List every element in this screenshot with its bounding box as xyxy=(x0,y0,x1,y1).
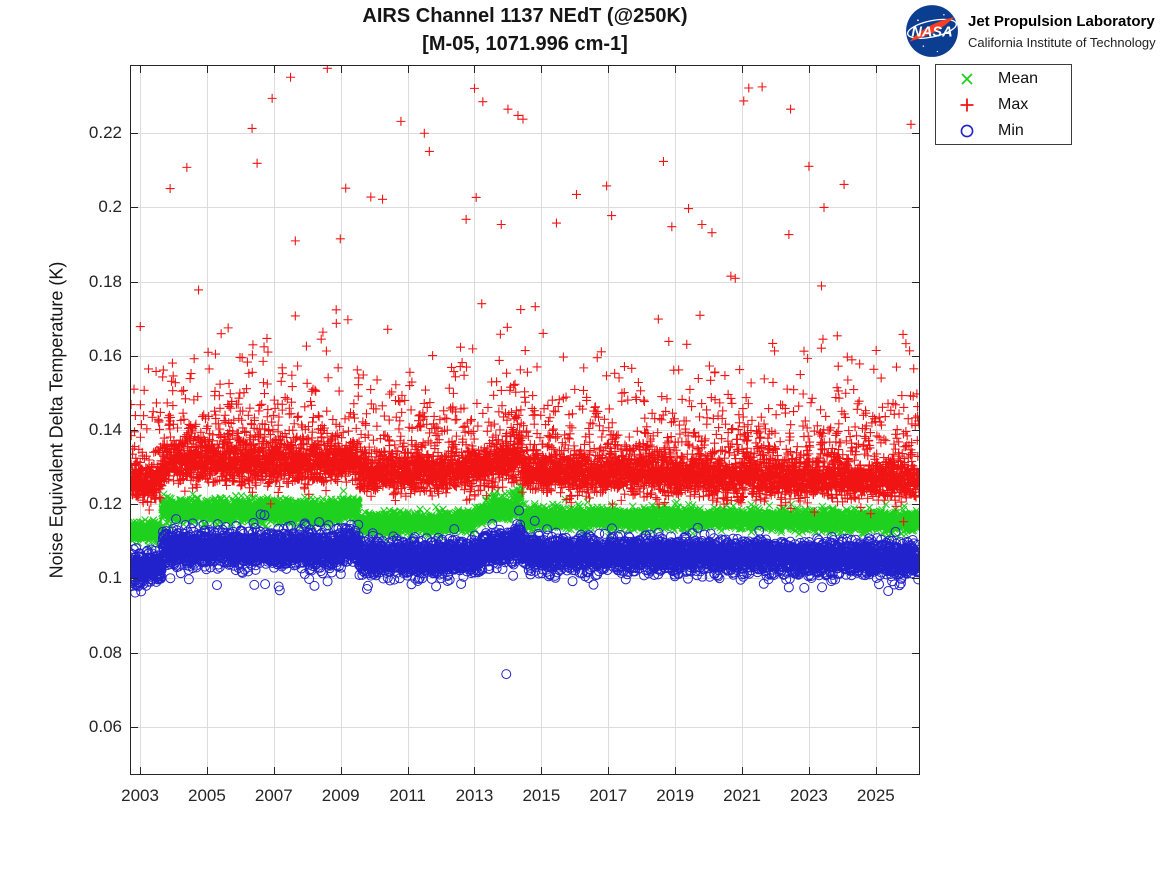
x-tick-label: 2003 xyxy=(121,786,159,805)
x-tick-label: 2013 xyxy=(455,786,494,805)
logo-org-subtitle: California Institute of Technology xyxy=(968,35,1156,50)
x-tick-label: 2005 xyxy=(188,786,226,805)
legend-label-min: Min xyxy=(998,121,1024,139)
y-tick-label: 0.08 xyxy=(88,642,122,662)
legend-plus-marker-icon xyxy=(960,98,974,111)
x-tick-label: 2011 xyxy=(389,786,426,805)
y-tick-label: 0.1 xyxy=(98,568,122,588)
y-tick-label: 0.22 xyxy=(88,123,122,143)
x-tick-label: 2019 xyxy=(656,786,695,805)
chart-title-line2: [M-05, 1071.996 cm-1] xyxy=(422,33,628,55)
nasa-insignia-text: NASA xyxy=(911,24,952,40)
legend: Mean Max Min xyxy=(935,64,1072,145)
jpl-logo: NASA Jet Propulsion Laboratory Californi… xyxy=(905,4,1165,60)
x-tick-label: 2015 xyxy=(522,786,561,805)
x-tick-label: 2025 xyxy=(856,786,895,805)
legend-label-max: Max xyxy=(998,95,1029,113)
legend-item-mean: Mean xyxy=(936,66,1071,91)
y-tick-label: 0.16 xyxy=(88,345,122,365)
y-tick-label: 0.06 xyxy=(88,716,122,736)
x-tick-label: 2023 xyxy=(790,786,828,805)
legend-x-marker-icon xyxy=(961,72,973,85)
y-tick-label: 0.18 xyxy=(88,271,122,291)
scatter-plot-area xyxy=(130,65,920,775)
x-tick-label: 2009 xyxy=(321,786,360,805)
y-tick-label: 0.12 xyxy=(88,494,122,514)
legend-item-min: Min xyxy=(936,118,1071,143)
y-tick-label: 0.14 xyxy=(88,420,122,440)
y-tick-label: 0.2 xyxy=(98,197,122,217)
logo-org-name: Jet Propulsion Laboratory xyxy=(968,13,1155,30)
x-tick-label: 2007 xyxy=(254,786,293,805)
legend-circle-marker-icon xyxy=(960,124,974,137)
nasa-insignia-icon: NASA xyxy=(906,5,958,57)
legend-item-max: Max xyxy=(936,92,1071,117)
legend-label-mean: Mean xyxy=(998,69,1039,87)
x-tick-label: 2017 xyxy=(589,786,628,805)
x-tick-label: 2021 xyxy=(723,786,761,805)
chart-title-line1: AIRS Channel 1137 NEdT (@250K) xyxy=(362,5,688,27)
